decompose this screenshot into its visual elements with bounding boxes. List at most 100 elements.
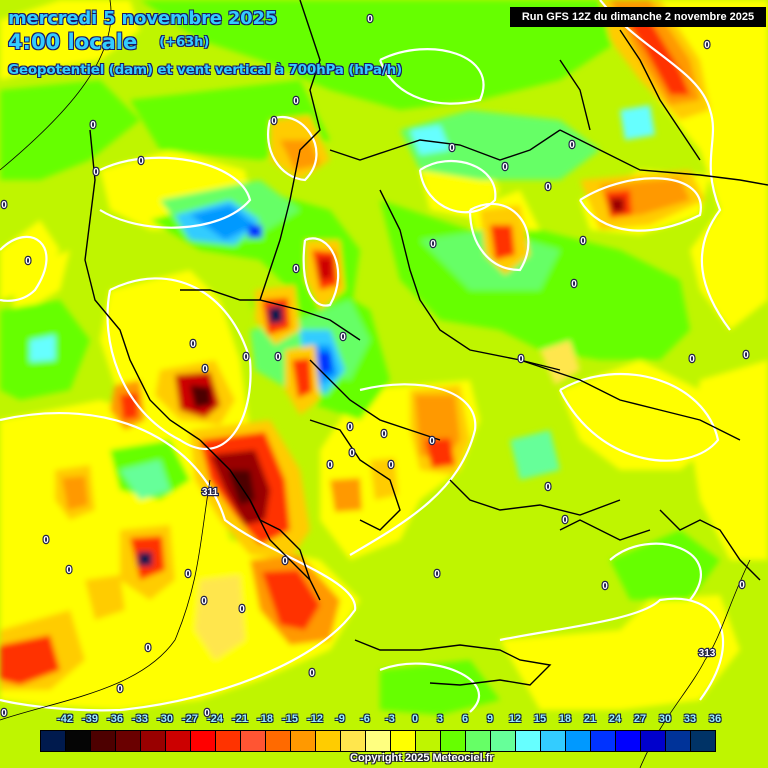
- zero-contour-label: 0: [367, 14, 373, 25]
- zero-contour-label: 0: [185, 569, 191, 580]
- zero-contour-label: 0: [545, 482, 551, 493]
- zero-contour-label: 0: [293, 96, 299, 107]
- zero-contour-label: 0: [429, 436, 435, 447]
- colorbar-label: 18: [558, 713, 572, 725]
- colorbar-swatch: [116, 731, 141, 751]
- colorbar-swatch: [666, 731, 691, 751]
- zero-contour-label: 0: [145, 643, 151, 654]
- colorbar-label: -30: [157, 713, 173, 725]
- colorbar-label: -6: [360, 713, 370, 725]
- colorbar-swatch: [391, 731, 416, 751]
- zero-contour-label: 0: [347, 422, 353, 433]
- colorbar-swatch: [641, 731, 666, 751]
- colorbar-label: 12: [508, 713, 522, 725]
- forecast-date: mercredi 5 novembre 2025: [8, 8, 278, 29]
- colorbar-swatch: [291, 731, 316, 751]
- colorbar-swatch: [191, 731, 216, 751]
- zero-contour-label: 0: [190, 339, 196, 350]
- zero-contour-label: 0: [545, 182, 551, 193]
- colorbar-label: -42: [57, 713, 73, 725]
- colorbar-swatch: [616, 731, 641, 751]
- colorbar-swatch: [166, 731, 191, 751]
- zero-contour-label: 0: [275, 352, 281, 363]
- colorbar-swatch: [516, 731, 541, 751]
- zero-contour-label: 0: [1, 200, 7, 211]
- zero-contour-label: 0: [243, 352, 249, 363]
- zero-contour-label: 0: [340, 332, 346, 343]
- zero-contour-label: 0: [204, 708, 210, 719]
- geopotential-label: 311: [202, 487, 219, 498]
- colorbar-label: 30: [658, 713, 672, 725]
- zero-contour-label: 0: [239, 604, 245, 615]
- colorbar-label: 36: [708, 713, 722, 725]
- colorbar-labels: -42 -39 -36 -33 -30 -27 -24 -21 -18 -15 -12 -9 -6 -3 0…: [40, 713, 740, 727]
- forecast-parameter: Geopotentiel (dam) et vent vertical à 70…: [8, 62, 402, 78]
- zero-contour-label: 0: [349, 448, 355, 459]
- zero-contour-label: 0: [569, 140, 575, 151]
- zero-contour-label: 0: [90, 120, 96, 131]
- zero-contours: [0, 0, 731, 713]
- colorbar-label: -9: [335, 713, 345, 725]
- colorbar-swatch: [366, 731, 391, 751]
- colorbar-swatch: [416, 731, 441, 751]
- model-run-info: Run GFS 12Z du dimanche 2 novembre 2025: [510, 7, 766, 27]
- zero-contour-label: 0: [117, 684, 123, 695]
- colorbar-label: 33: [683, 713, 697, 725]
- zero-contour-label: 0: [282, 556, 288, 567]
- colorbar-swatch: [541, 731, 566, 751]
- colorbar-swatch: [591, 731, 616, 751]
- colorbar-swatch: [566, 731, 591, 751]
- colorbar-label: 9: [486, 713, 494, 725]
- colorbar-swatch: [491, 731, 516, 751]
- zero-contour-label: 0: [518, 354, 524, 365]
- geopotential-labels: 311 313: [201, 486, 717, 660]
- colorbar-swatch: [141, 731, 166, 751]
- zero-contour-label: 0: [66, 565, 72, 576]
- zero-contour-label: 0: [93, 167, 99, 178]
- colorbar-label: -39: [82, 713, 98, 725]
- colorbar-label: 21: [583, 713, 597, 725]
- zero-contour-label: 0: [43, 535, 49, 546]
- colorbar-label: -36: [107, 713, 123, 725]
- colorbar-label: 27: [633, 713, 647, 725]
- colorbar-swatch: [91, 731, 116, 751]
- zero-contour-label: 0: [201, 596, 207, 607]
- colorbar-label: -27: [182, 713, 198, 725]
- colorbar-label: 15: [533, 713, 547, 725]
- zero-contour-label: 0: [743, 350, 749, 361]
- zero-contour-label: 0: [434, 569, 440, 580]
- forecast-lead-time: (+63h): [159, 35, 210, 50]
- colorbar-swatch: [441, 731, 466, 751]
- zero-contour-label: 0: [1, 708, 7, 719]
- colorbar-swatch: [41, 731, 66, 751]
- zero-contour-label: 0: [271, 116, 277, 127]
- zero-contour-label: 0: [327, 460, 333, 471]
- zero-contour-label: 0: [562, 515, 568, 526]
- colorbar: [40, 730, 716, 752]
- zero-contour-label: 0: [689, 354, 695, 365]
- colorbar-label: -18: [257, 713, 273, 725]
- vertical-velocity-field: [0, 0, 768, 715]
- colorbar-label: 24: [608, 713, 622, 725]
- colorbar-label: 3: [436, 713, 444, 725]
- colorbar-swatch: [216, 731, 241, 751]
- map-title: mercredi 5 novembre 2025 4:00 locale (+63…: [8, 8, 402, 79]
- colorbar-swatch: [266, 731, 291, 751]
- copyright: Copyright 2025 Meteociel.fr: [350, 752, 494, 764]
- zero-contour-label: 0: [502, 162, 508, 173]
- zero-contour-label: 0: [739, 580, 745, 591]
- colorbar-swatch: [691, 731, 715, 751]
- zero-contour-label: 0: [571, 279, 577, 290]
- colorbar-swatch: [66, 731, 91, 751]
- zero-contour-label: 0: [430, 239, 436, 250]
- forecast-time-value: 4:00 locale: [8, 30, 138, 54]
- zero-contour-label: 0: [293, 264, 299, 275]
- colorbar-label: -12: [307, 713, 323, 725]
- colorbar-label: -24: [207, 713, 223, 725]
- zero-contour-label: 0: [704, 40, 710, 51]
- colorbar-label: -33: [132, 713, 148, 725]
- zero-contour-labels: 0 0 0 0 0 0 0 0 0 0 0 0 0 0 0 0 0 0 0 0 0 0 0 0 0 0 0 0 0 0 0 0 0 0 0 0 0 0 0 0…: [0, 13, 750, 720]
- zero-contour-label: 0: [602, 581, 608, 592]
- colorbar-label: -3: [385, 713, 395, 725]
